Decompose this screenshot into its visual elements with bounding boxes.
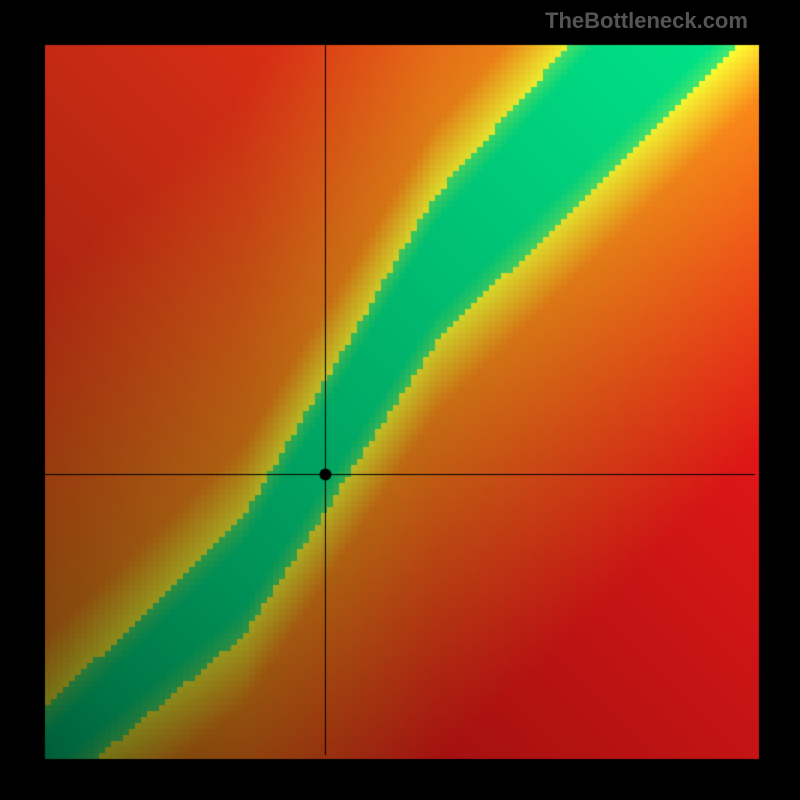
watermark-text: TheBottleneck.com xyxy=(545,8,748,34)
chart-container: TheBottleneck.com xyxy=(0,0,800,800)
bottleneck-heatmap-canvas xyxy=(0,0,800,800)
